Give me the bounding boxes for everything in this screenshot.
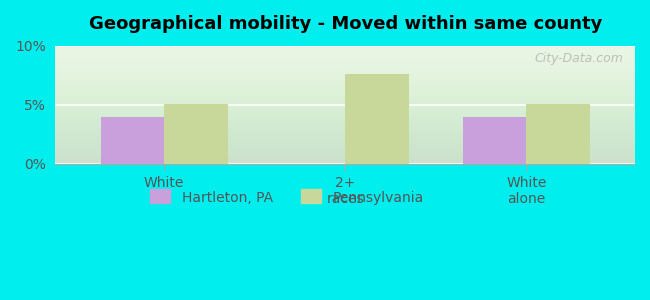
Bar (526, 103, 590, 164)
Title: Geographical mobility - Moved within same county: Geographical mobility - Moved within sam… (88, 15, 602, 33)
Bar (345, 74, 409, 164)
Bar (101, 117, 164, 164)
Legend: Hartleton, PA, Pennsylvania: Hartleton, PA, Pennsylvania (145, 185, 430, 210)
Bar (164, 103, 227, 164)
Bar (463, 117, 526, 164)
Text: City-Data.com: City-Data.com (534, 52, 623, 64)
